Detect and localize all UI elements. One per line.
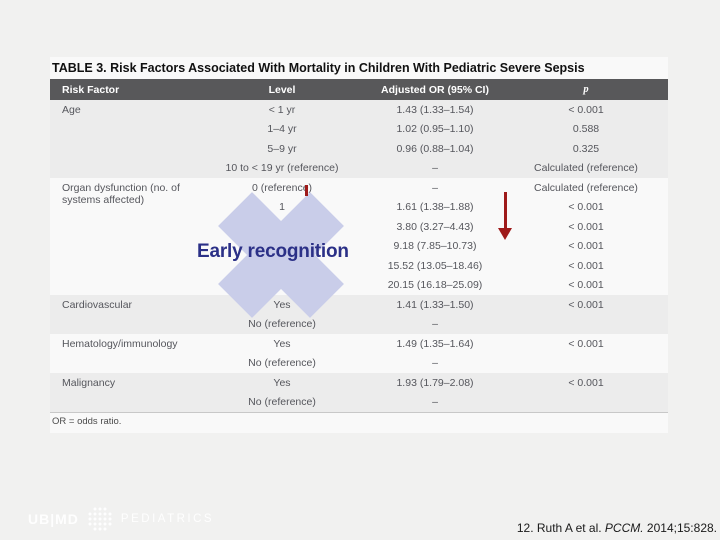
- cell-or: 0.96 (0.88–1.04): [396, 142, 474, 155]
- table-group-malignancy: Malignancy Yes 1.93 (1.79–2.08) < 0.001 …: [50, 373, 668, 412]
- risk-factor-label: Malignancy: [62, 377, 116, 389]
- table-row: 5+ 20.15 (16.18–25.09) < 0.001: [50, 276, 668, 296]
- column-header-adjusted-or: Adjusted OR (95% CI): [381, 83, 489, 96]
- cell-level: 10 to < 19 yr (reference): [225, 162, 339, 175]
- cell-p: < 0.001: [568, 337, 604, 350]
- risk-factor-label: Cardiovascular: [62, 299, 133, 311]
- red-tick-mark: [305, 185, 308, 196]
- table-group-organ-dysfunction: Organ dysfunction (no. of systems affect…: [50, 178, 668, 295]
- citation-suffix: 2014;15:828.: [643, 521, 717, 535]
- table-group-hematology: Hematology/immunology Yes 1.49 (1.35–1.6…: [50, 334, 668, 373]
- cell-or: 1.41 (1.33–1.50): [396, 298, 474, 311]
- table-row: 0 (reference) – Calculated (reference): [50, 178, 668, 198]
- cell-p: Calculated (reference): [534, 162, 638, 175]
- table-title-prefix: TABLE 3.: [52, 61, 107, 75]
- table-group-cardiovascular: Cardiovascular Yes 1.41 (1.33–1.50) < 0.…: [50, 295, 668, 334]
- column-header-level: Level: [268, 83, 296, 96]
- risk-factor-label: Age: [62, 104, 81, 116]
- cell-or: –: [432, 162, 438, 175]
- cell-level: 0 (reference): [251, 181, 313, 194]
- cell-p: < 0.001: [568, 298, 604, 311]
- cell-level: No (reference): [248, 396, 316, 409]
- table-row: No (reference) –: [50, 315, 668, 335]
- table-row: 15.52 (13.05–18.46) < 0.001: [50, 256, 668, 276]
- logo-org-text: UB|MD: [28, 511, 79, 527]
- cell-or: 1.02 (0.95–1.10): [396, 123, 474, 136]
- cell-level: Yes: [273, 298, 291, 311]
- citation-prefix: 12. Ruth A et al.: [516, 521, 605, 535]
- cell-p: < 0.001: [568, 103, 604, 116]
- cell-level: < 1 yr: [268, 103, 296, 116]
- cell-p: Calculated (reference): [534, 181, 638, 194]
- table-row: 10 to < 19 yr (reference) – Calculated (…: [50, 159, 668, 179]
- cell-p: < 0.001: [568, 279, 604, 292]
- logo-dept-text: PEDIATRICS: [120, 513, 215, 525]
- table-row: Yes 1.93 (1.79–2.08) < 0.001: [50, 373, 668, 393]
- cell-level: Yes: [273, 337, 291, 350]
- citation-journal: PCCM.: [604, 521, 644, 535]
- cell-p: < 0.001: [568, 376, 604, 389]
- dot-grid-circle-icon: [88, 507, 112, 531]
- table-row: 1 1.61 (1.38–1.88) < 0.001: [50, 198, 668, 218]
- cell-or: 1.93 (1.79–2.08): [396, 376, 474, 389]
- table-title-text: Risk Factors Associated With Mortality i…: [106, 61, 585, 75]
- cell-or: 9.18 (7.85–10.73): [393, 240, 477, 253]
- table-title: TABLE 3. Risk Factors Associated With Mo…: [50, 57, 668, 79]
- cell-level: Yes: [273, 376, 291, 389]
- table-group-age: Age < 1 yr 1.43 (1.33–1.54) < 0.001 1–4 …: [50, 100, 668, 178]
- table-row: Yes 1.49 (1.35–1.64) < 0.001: [50, 334, 668, 354]
- table-row: No (reference) –: [50, 354, 668, 374]
- cell-or: 1.43 (1.33–1.54): [396, 103, 474, 116]
- column-header-p: p: [583, 84, 589, 95]
- cell-or: 15.52 (13.05–18.46): [387, 259, 483, 272]
- cell-or: 20.15 (16.18–25.09): [387, 279, 483, 292]
- table-footnote: OR = odds ratio.: [50, 412, 668, 433]
- table-row: Yes 1.41 (1.33–1.50) < 0.001: [50, 295, 668, 315]
- cell-level: 1: [279, 201, 285, 214]
- table-row: 5–9 yr 0.96 (0.88–1.04) 0.325: [50, 139, 668, 159]
- risk-factor-label: Hematology/immunology: [62, 338, 178, 350]
- table-header-row: Risk Factor Level Adjusted OR (95% CI) p: [50, 79, 668, 100]
- cell-level: No (reference): [248, 318, 316, 331]
- cell-p: < 0.001: [568, 240, 604, 253]
- table-row: 3.80 (3.27–4.43) < 0.001: [50, 217, 668, 237]
- table-row: No (reference) –: [50, 393, 668, 413]
- cell-or: –: [432, 396, 438, 409]
- cell-or: 3.80 (3.27–4.43): [396, 220, 474, 233]
- ubmd-pediatrics-logo: UB|MD PEDIATRICS: [28, 506, 214, 532]
- cell-or: 1.49 (1.35–1.64): [396, 337, 474, 350]
- table-row: 9.18 (7.85–10.73) < 0.001: [50, 237, 668, 257]
- cell-or: –: [432, 318, 438, 331]
- table-row: 1–4 yr 1.02 (0.95–1.10) 0.588: [50, 120, 668, 140]
- risk-factor-label: Organ dysfunction (no. of systems affect…: [62, 182, 180, 206]
- cell-level: 1–4 yr: [267, 123, 297, 136]
- cell-or: 1.61 (1.38–1.88): [396, 201, 474, 214]
- table-row: < 1 yr 1.43 (1.33–1.54) < 0.001: [50, 100, 668, 120]
- early-recognition-label: Early recognition: [197, 241, 349, 262]
- cell-level: No (reference): [248, 357, 316, 370]
- cell-or: –: [432, 181, 438, 194]
- cell-p: 0.588: [572, 123, 600, 136]
- cell-or: –: [432, 357, 438, 370]
- column-header-risk-factor: Risk Factor: [62, 83, 120, 96]
- cell-p: 0.325: [572, 142, 600, 155]
- cell-p: < 0.001: [568, 220, 604, 233]
- journal-table-panel: TABLE 3. Risk Factors Associated With Mo…: [50, 57, 668, 433]
- cell-p: < 0.001: [568, 201, 604, 214]
- cell-p: < 0.001: [568, 259, 604, 272]
- cell-level: 5–9 yr: [267, 142, 297, 155]
- citation: 12. Ruth A et al. PCCM. 2014;15:828.: [517, 521, 717, 535]
